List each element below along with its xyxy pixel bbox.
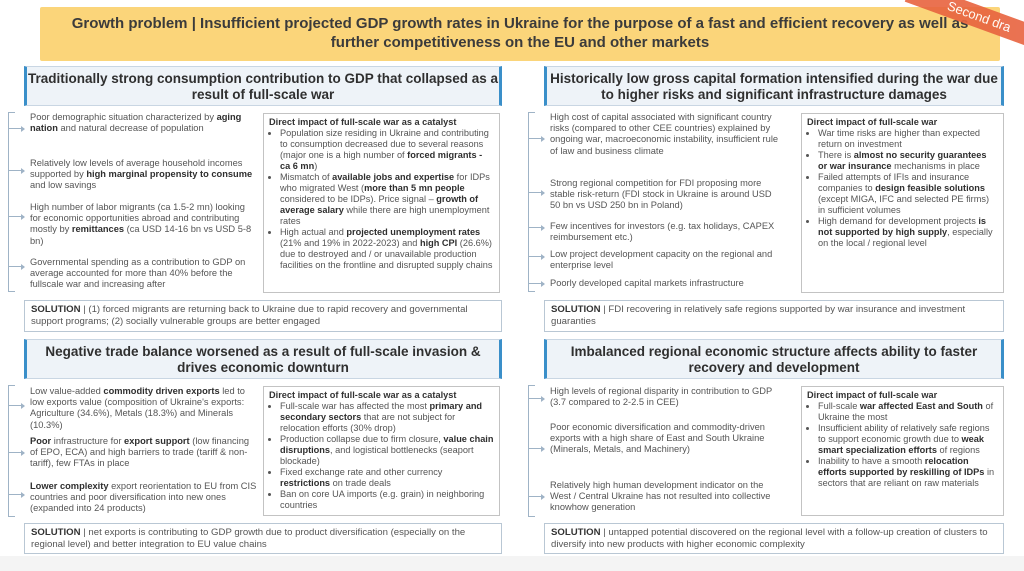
left-column: High cost of capital associated with sig… (550, 112, 783, 292)
arrow-icon (528, 396, 545, 402)
list-item: High actual and projected unemployment r… (280, 227, 494, 271)
direct-impact-title: Direct impact of full-scale war as a cat… (269, 390, 457, 400)
bottom-strip (0, 556, 1024, 571)
panel-trade: Negative trade balance worsened as a res… (24, 339, 502, 379)
list-item: Poor demographic situation characterized… (30, 112, 242, 134)
list-item: Governmental spending as a contribution … (30, 257, 246, 290)
direct-impact-box: Direct impact of full-scale war as a cat… (263, 386, 500, 516)
list-item: Poor economic diversification and commod… (550, 422, 765, 455)
panel-consumption: Traditionally strong consumption contrib… (24, 66, 502, 336)
list-item: Full-scale war affected East and South o… (818, 401, 998, 423)
panel-title: Traditionally strong consumption contrib… (24, 66, 502, 106)
solution-text: | untapped potential discovered on the r… (551, 527, 988, 550)
page-title: Growth problem | Insufficient projected … (71, 15, 969, 51)
header-banner: Growth problem | Insufficient projected … (40, 7, 1000, 61)
solution-box: SOLUTION | net exports is contributing t… (24, 523, 502, 554)
bracket (528, 112, 535, 292)
solution-text: | net exports is contributing to GDP gro… (31, 527, 466, 550)
solution-box: SOLUTION | untapped potential discovered… (544, 523, 1004, 554)
panel-regional: Imbalanced regional economic structure a… (544, 339, 1004, 379)
arrow-icon (528, 446, 545, 452)
solution-label: SOLUTION (31, 527, 81, 538)
direct-impact-box: Direct impact of full-scale war War time… (801, 113, 1004, 293)
list-item: Mismatch of available jobs and expertise… (280, 172, 494, 227)
arrow-icon (528, 281, 545, 287)
direct-impact-box: Direct impact of full-scale war Full-sca… (801, 386, 1004, 516)
list-item: Relatively high human development indica… (550, 480, 771, 513)
solution-box: SOLUTION | FDI recovering in relatively … (544, 300, 1004, 332)
list-item: Production collapse due to firm closure,… (280, 434, 494, 467)
list-item: Relatively low levels of average househo… (30, 158, 253, 191)
left-column: High levels of regional disparity in con… (550, 386, 783, 516)
direct-impact-title: Direct impact of full-scale war (807, 390, 938, 400)
solution-text: | (1) forced migrants are returning back… (31, 304, 468, 327)
left-column: Low value-added commodity driven exports… (30, 386, 258, 516)
arrow-icon (8, 168, 25, 174)
arrow-icon (528, 225, 545, 231)
list-item: Low project development capacity on the … (550, 249, 773, 271)
arrow-icon (8, 214, 25, 220)
panel-title: Negative trade balance worsened as a res… (24, 339, 502, 379)
arrow-icon (528, 190, 545, 196)
direct-impact-title: Direct impact of full-scale war as a cat… (269, 117, 457, 127)
panel-title: Historically low gross capital formation… (544, 66, 1004, 106)
bracket (8, 112, 15, 292)
list-item: High levels of regional disparity in con… (550, 386, 773, 408)
solution-label: SOLUTION (551, 527, 601, 538)
arrow-icon (528, 136, 545, 142)
arrow-icon (8, 403, 25, 409)
bracket (8, 385, 15, 517)
solution-label: SOLUTION (551, 304, 601, 315)
left-column: Poor demographic situation characterized… (30, 112, 258, 292)
solution-text: | FDI recovering in relatively safe regi… (551, 304, 966, 327)
panel-capital: Historically low gross capital formation… (544, 66, 1004, 336)
arrow-icon (528, 254, 545, 260)
arrow-icon (8, 126, 25, 132)
list-item: Insufficient ability of relatively safe … (818, 423, 998, 456)
list-item: War time risks are higher than expected … (818, 128, 998, 150)
arrow-icon (8, 492, 25, 498)
list-item: Poorly developed capital markets infrast… (550, 278, 744, 288)
arrow-icon (528, 494, 545, 500)
list-item: Few incentives for investors (e.g. tax h… (550, 221, 775, 243)
list-item: Failed attempts of IFIs and insurance co… (818, 172, 998, 216)
list-item: Ban on core UA imports (e.g. grain) in n… (280, 489, 494, 511)
solution-label: SOLUTION (31, 304, 81, 315)
list-item: There is almost no security guarantees o… (818, 150, 998, 172)
direct-impact-title: Direct impact of full-scale war (807, 117, 938, 127)
list-item: Inability to have a smooth relocation ef… (818, 456, 998, 489)
solution-box: SOLUTION | (1) forced migrants are retur… (24, 300, 502, 332)
list-item: Full-scale war has affected the most pri… (280, 401, 494, 434)
arrow-icon (8, 264, 25, 270)
list-item: High number of labor migrants (ca 1.5-2 … (30, 202, 252, 246)
list-item: Poor infrastructure for export support (… (30, 436, 250, 469)
panel-title: Imbalanced regional economic structure a… (544, 339, 1004, 379)
arrow-icon (8, 450, 25, 456)
list-item: Fixed exchange rate and other currency r… (280, 467, 494, 489)
list-item: High demand for development projects is … (818, 216, 998, 249)
list-item: Lower complexity export reorientation to… (30, 481, 257, 514)
direct-impact-box: Direct impact of full-scale war as a cat… (263, 113, 500, 293)
list-item: Population size residing in Ukraine and … (280, 128, 494, 172)
list-item: Strong regional competition for FDI prop… (550, 178, 772, 211)
bracket (528, 385, 535, 517)
list-item: Low value-added commodity driven exports… (30, 386, 245, 430)
list-item: High cost of capital associated with sig… (550, 112, 779, 156)
